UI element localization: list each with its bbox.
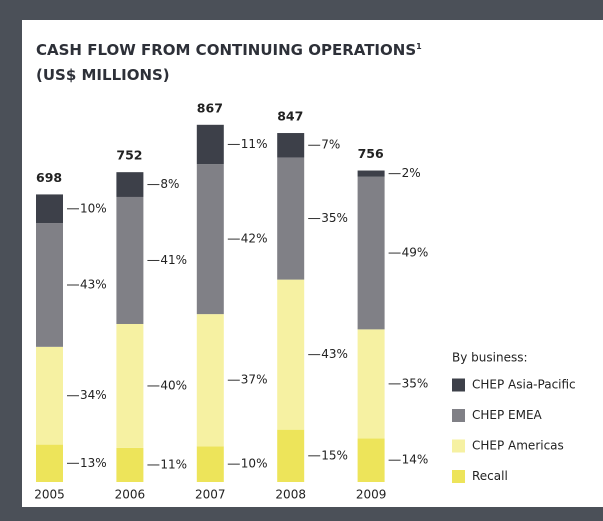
legend-label: CHEP EMEA [472,408,543,422]
bar-segment [36,194,63,224]
bar-segment [357,329,385,439]
chart-title: CASH FLOW FROM CONTINUING OPERATIONS1 [36,41,422,59]
panel [22,20,603,507]
total-label: 756 [358,146,384,161]
x-tick-label: 2005 [34,488,65,502]
legend-swatch [452,439,465,453]
chart-subtitle: (US$ MILLIONS) [36,66,170,84]
bar-segment [196,164,224,315]
bar-segment [357,438,385,482]
bar-segment [277,133,305,158]
total-label: 752 [116,148,142,163]
bar-segment [357,170,385,177]
value-label: 43% [80,278,107,292]
value-label: 13% [80,456,107,470]
value-label: 41% [160,253,187,267]
legend-label: Recall [472,469,508,483]
bar-segment [36,346,63,445]
legend-swatch [452,409,465,422]
value-label: 43% [321,347,348,361]
value-label: 35% [402,376,429,390]
value-label: 35% [321,211,348,225]
value-label: 49% [402,246,429,260]
total-label: 698 [36,170,62,185]
value-label: 15% [321,448,348,462]
bar-segment [36,223,63,347]
bar-segment [116,447,144,482]
total-label: 867 [197,100,223,115]
bar-segment [116,323,144,448]
total-label: 847 [277,109,303,124]
bar-segment [36,444,63,482]
x-tick-label: 2007 [195,488,226,502]
value-label: 10% [241,457,268,471]
bar-segment [196,124,224,165]
legend-swatch [452,470,465,483]
footnote-marker: 1 [416,42,422,51]
x-tick-label: 2008 [275,488,306,502]
x-tick-label: 2006 [115,488,146,502]
value-label: 7% [321,138,340,152]
bar-segment [277,279,305,430]
value-label: 11% [160,457,187,471]
value-label: 40% [160,378,187,392]
legend-title: By business: [452,351,528,365]
bar-segment [277,429,305,482]
bar-segment [196,314,224,447]
value-label: 2% [402,166,421,180]
legend-swatch [452,378,465,392]
x-tick-label: 2009 [356,488,387,502]
value-label: 10% [80,201,107,215]
bar-segment [116,196,144,324]
title-text: CASH FLOW FROM CONTINUING OPERATIONS [36,41,416,59]
bar-segment [196,446,224,482]
value-label: 37% [241,373,268,387]
value-label: 34% [80,388,107,402]
value-label: 42% [241,232,268,246]
legend-label: CHEP Americas [472,439,564,453]
bar-segment [357,176,385,330]
legend-label: CHEP Asia-Pacific [472,378,576,392]
value-label: 14% [402,453,429,467]
bar-segment [116,172,144,197]
bar-segment [277,157,305,280]
value-label: 8% [160,177,179,191]
value-label: 11% [241,137,268,151]
